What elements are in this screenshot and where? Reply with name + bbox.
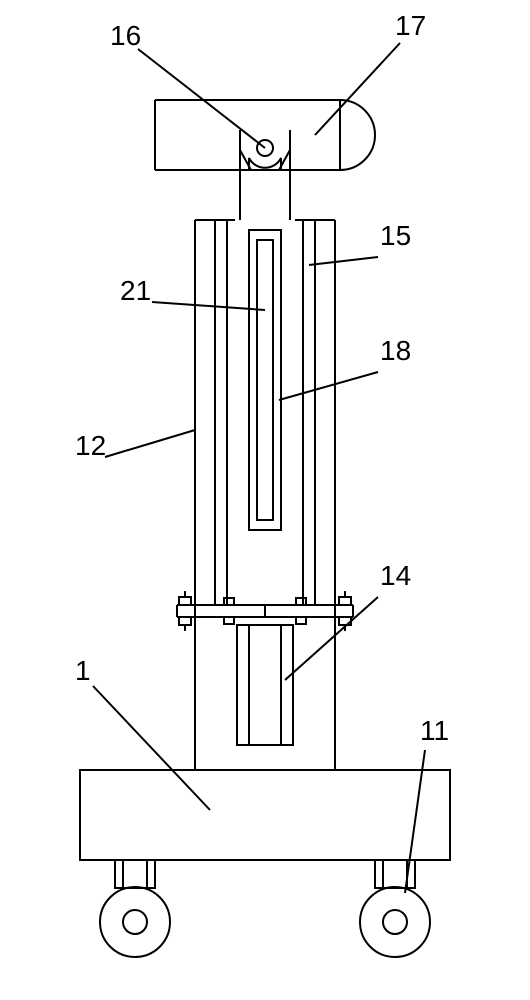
label-18: 18	[380, 335, 411, 366]
label-1: 1	[75, 655, 91, 686]
technical-diagram: 16 17 21 15 18 12 1 14 11	[0, 0, 530, 1000]
label-11: 11	[420, 715, 449, 746]
label-16: 16	[110, 20, 141, 51]
label-14: 14	[380, 560, 411, 591]
label-12: 12	[75, 430, 106, 461]
label-15: 15	[380, 220, 411, 251]
label-21: 21	[120, 275, 151, 306]
label-17: 17	[395, 10, 426, 41]
